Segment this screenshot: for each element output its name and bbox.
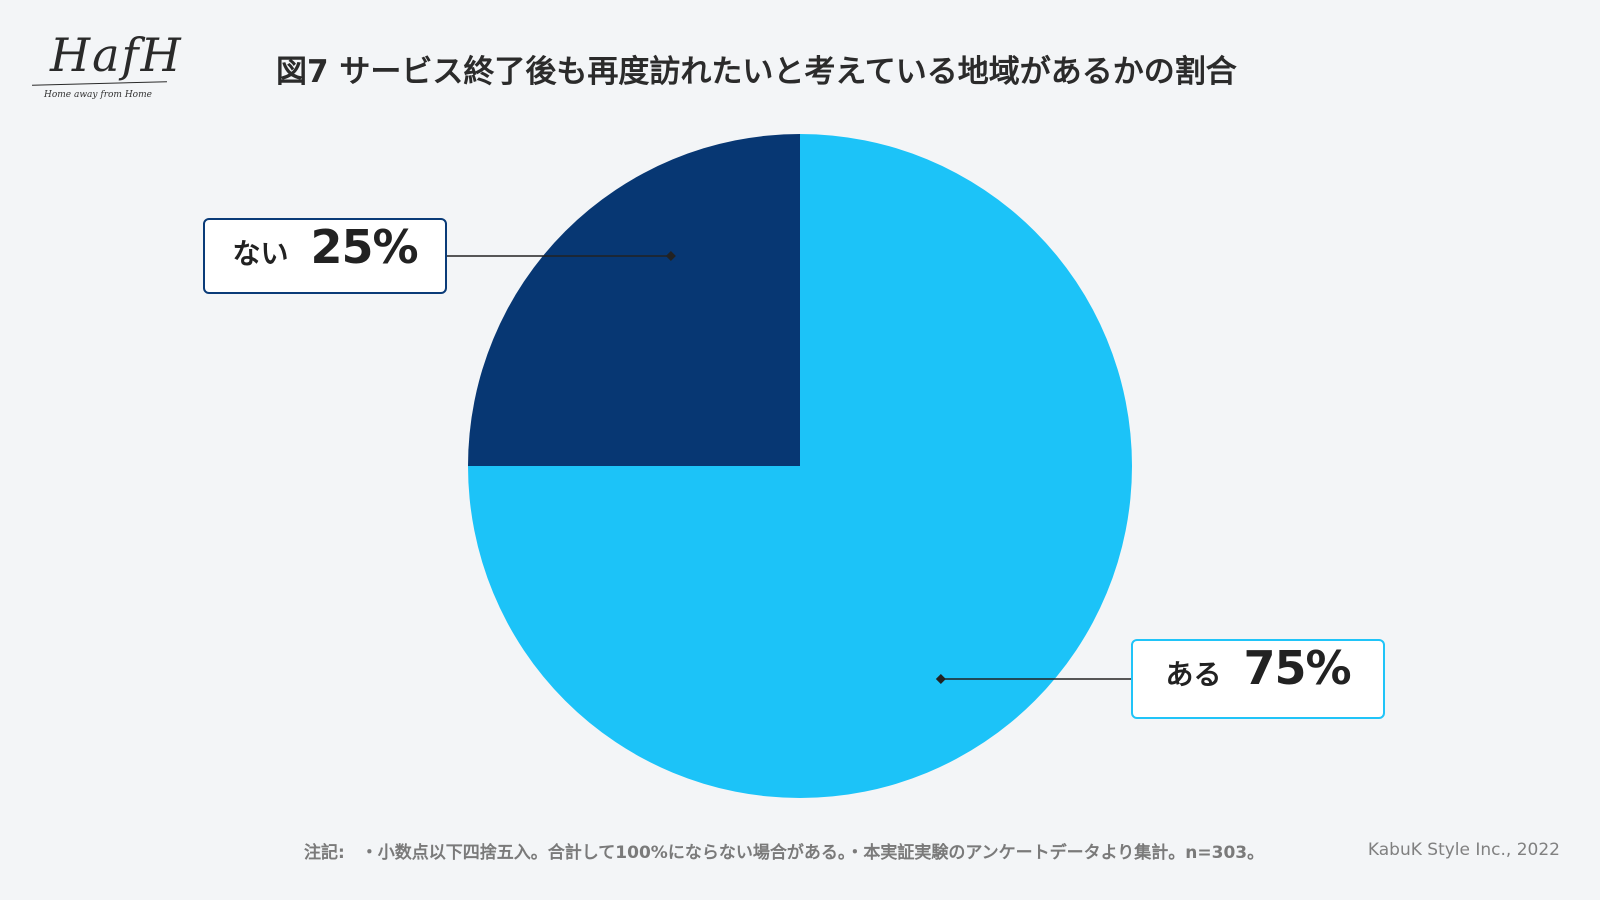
leader-dot-0 — [935, 674, 946, 684]
logo-tagline: Home away from Home — [44, 90, 152, 100]
pie-slice-1 — [468, 134, 800, 466]
callout-aru-value: 75% — [1243, 641, 1351, 695]
callout-aru-label: ある — [1165, 658, 1222, 691]
leader-dot-1 — [665, 251, 676, 261]
logo-wordmark: HafH — [50, 28, 183, 82]
footnote-label: 注記: — [304, 843, 345, 863]
callout-nai: ない 25% — [203, 218, 447, 294]
callout-nai-label: ない — [232, 237, 289, 270]
footnote-text: ・小数点以下四捨五入。合計して100%にならない場合がある。・本実証実験のアンケ… — [360, 843, 1265, 863]
credit: KabuK Style Inc., 2022 — [1367, 840, 1560, 860]
callout-nai-value: 25% — [310, 220, 418, 274]
footnote: 注記: ・小数点以下四捨五入。合計して100%にならない場合がある。・本実証実験の… — [304, 838, 1264, 863]
callout-aru: ある 75% — [1131, 639, 1385, 719]
hafh-logo: HafH Home away from Home — [28, 28, 181, 103]
chart-title: 図7 サービス終了後も再度訪れたいと考えている地域があるかの割合 — [276, 54, 1237, 90]
